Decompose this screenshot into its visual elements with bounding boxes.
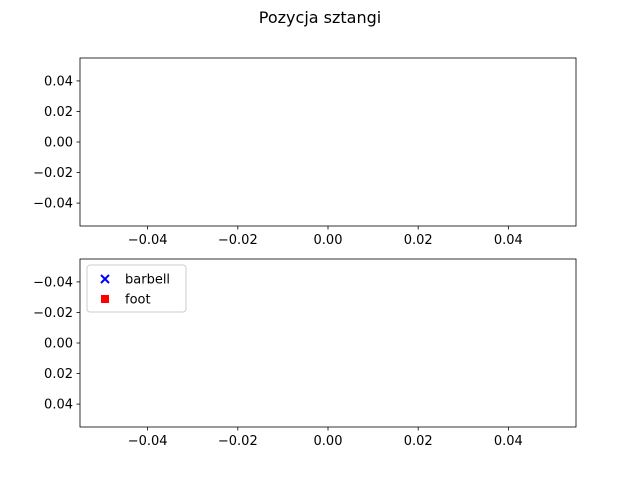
y-tick-label: 0.02 [44,367,73,382]
x-tick-label: 0.04 [494,233,523,248]
y-tick-label: 0.00 [44,136,73,151]
x-tick-label: 0.00 [314,434,343,449]
x-tick-label: 0.02 [404,434,433,449]
chart-panel-1: −0.04 −0.02 0.00 0.02 0.04 −0.04 −0.02 0.00 0.02… [33,57,577,248]
x-tick-label: 0.02 [404,233,433,248]
y-tick-label: −0.02 [33,166,73,181]
y-tick-label: −0.04 [33,275,73,290]
legend: barbell foot [86,264,187,313]
x-tick-label: −0.04 [128,233,168,248]
y-tick-label: −0.04 [33,197,73,212]
x-tick-label: −0.02 [218,434,258,449]
y-tick-label: −0.02 [33,306,73,321]
plot-area-frame [79,57,577,227]
x-tick-label: 0.04 [494,434,523,449]
figure-title: Pozycja sztangi [259,8,381,27]
legend-frame [86,264,187,313]
legend-marker-barbell [100,274,110,284]
y-tick-label: 0.04 [44,398,73,413]
x-tick-label: 0.00 [314,233,343,248]
y-tick-label: 0.02 [44,105,73,120]
chart-panel-2: −0.04 −0.02 0.00 0.02 0.04 −0.04 −0.02 0.00 0.02… [33,258,577,449]
y-tick-label: 0.00 [44,337,73,352]
legend-marker-foot [101,295,109,303]
x-tick-label: −0.04 [128,434,168,449]
legend-label-foot: foot [125,293,151,308]
x-tick-label: −0.02 [218,233,258,248]
legend-label-barbell: barbell [125,273,170,288]
y-tick-label: 0.04 [44,74,73,89]
